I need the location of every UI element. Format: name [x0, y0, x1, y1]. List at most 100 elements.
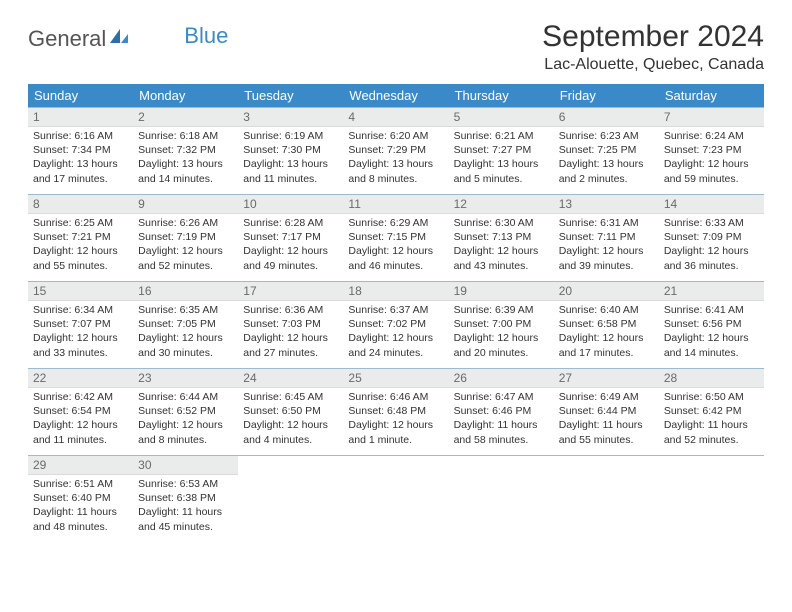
calendar-cell: 24Sunrise: 6:45 AMSunset: 6:50 PMDayligh… — [238, 369, 343, 456]
sunrise-line: Sunrise: 6:50 AM — [664, 390, 759, 404]
day-details: Sunrise: 6:20 AMSunset: 7:29 PMDaylight:… — [343, 127, 448, 190]
sunrise-line: Sunrise: 6:39 AM — [454, 303, 549, 317]
sunset-line: Sunset: 6:44 PM — [559, 404, 654, 418]
weekday-header: Friday — [554, 84, 659, 108]
day-details: Sunrise: 6:50 AMSunset: 6:42 PMDaylight:… — [659, 388, 764, 451]
sunset-line: Sunset: 7:13 PM — [454, 230, 549, 244]
calendar-cell: 6Sunrise: 6:23 AMSunset: 7:25 PMDaylight… — [554, 108, 659, 195]
daylight-line: Daylight: 11 hours and 52 minutes. — [664, 418, 759, 446]
sunset-line: Sunset: 7:17 PM — [243, 230, 338, 244]
sunset-line: Sunset: 6:50 PM — [243, 404, 338, 418]
day-number: 14 — [659, 195, 764, 214]
sunrise-line: Sunrise: 6:42 AM — [33, 390, 128, 404]
header: General Blue September 2024 Lac-Alouette… — [28, 20, 764, 74]
day-number: 23 — [133, 369, 238, 388]
day-number: 25 — [343, 369, 448, 388]
daylight-line: Daylight: 12 hours and 55 minutes. — [33, 244, 128, 272]
sunrise-line: Sunrise: 6:34 AM — [33, 303, 128, 317]
day-details: Sunrise: 6:36 AMSunset: 7:03 PMDaylight:… — [238, 301, 343, 364]
calendar-table: Sunday Monday Tuesday Wednesday Thursday… — [28, 84, 764, 542]
calendar-week-row: 8Sunrise: 6:25 AMSunset: 7:21 PMDaylight… — [28, 195, 764, 282]
daylight-line: Daylight: 11 hours and 45 minutes. — [138, 505, 233, 533]
day-details: Sunrise: 6:21 AMSunset: 7:27 PMDaylight:… — [449, 127, 554, 190]
sunrise-line: Sunrise: 6:36 AM — [243, 303, 338, 317]
sail-icon — [108, 25, 130, 51]
day-details: Sunrise: 6:31 AMSunset: 7:11 PMDaylight:… — [554, 214, 659, 277]
calendar-cell: 1Sunrise: 6:16 AMSunset: 7:34 PMDaylight… — [28, 108, 133, 195]
day-number: 15 — [28, 282, 133, 301]
daylight-line: Daylight: 13 hours and 5 minutes. — [454, 157, 549, 185]
sunrise-line: Sunrise: 6:18 AM — [138, 129, 233, 143]
page-title: September 2024 — [542, 20, 764, 54]
sunset-line: Sunset: 7:07 PM — [33, 317, 128, 331]
day-number: 3 — [238, 108, 343, 127]
day-number: 30 — [133, 456, 238, 475]
brand-word2: Blue — [184, 23, 228, 49]
day-number: 9 — [133, 195, 238, 214]
day-details: Sunrise: 6:53 AMSunset: 6:38 PMDaylight:… — [133, 475, 238, 538]
sunset-line: Sunset: 7:02 PM — [348, 317, 443, 331]
calendar-cell: 8Sunrise: 6:25 AMSunset: 7:21 PMDaylight… — [28, 195, 133, 282]
sunrise-line: Sunrise: 6:47 AM — [454, 390, 549, 404]
sunset-line: Sunset: 7:15 PM — [348, 230, 443, 244]
sunset-line: Sunset: 7:19 PM — [138, 230, 233, 244]
daylight-line: Daylight: 12 hours and 33 minutes. — [33, 331, 128, 359]
daylight-line: Daylight: 12 hours and 59 minutes. — [664, 157, 759, 185]
sunset-line: Sunset: 6:40 PM — [33, 491, 128, 505]
daylight-line: Daylight: 12 hours and 8 minutes. — [138, 418, 233, 446]
calendar-cell: 10Sunrise: 6:28 AMSunset: 7:17 PMDayligh… — [238, 195, 343, 282]
daylight-line: Daylight: 12 hours and 24 minutes. — [348, 331, 443, 359]
sunset-line: Sunset: 6:38 PM — [138, 491, 233, 505]
day-number: 4 — [343, 108, 448, 127]
sunrise-line: Sunrise: 6:45 AM — [243, 390, 338, 404]
daylight-line: Daylight: 11 hours and 58 minutes. — [454, 418, 549, 446]
daylight-line: Daylight: 12 hours and 27 minutes. — [243, 331, 338, 359]
weekday-header: Monday — [133, 84, 238, 108]
day-details: Sunrise: 6:29 AMSunset: 7:15 PMDaylight:… — [343, 214, 448, 277]
sunset-line: Sunset: 6:56 PM — [664, 317, 759, 331]
day-number: 18 — [343, 282, 448, 301]
calendar-cell: 25Sunrise: 6:46 AMSunset: 6:48 PMDayligh… — [343, 369, 448, 456]
day-details: Sunrise: 6:47 AMSunset: 6:46 PMDaylight:… — [449, 388, 554, 451]
calendar-cell: 30Sunrise: 6:53 AMSunset: 6:38 PMDayligh… — [133, 456, 238, 543]
sunrise-line: Sunrise: 6:44 AM — [138, 390, 233, 404]
sunset-line: Sunset: 7:32 PM — [138, 143, 233, 157]
calendar-cell: 28Sunrise: 6:50 AMSunset: 6:42 PMDayligh… — [659, 369, 764, 456]
day-number: 1 — [28, 108, 133, 127]
calendar-cell: 3Sunrise: 6:19 AMSunset: 7:30 PMDaylight… — [238, 108, 343, 195]
calendar-cell: 17Sunrise: 6:36 AMSunset: 7:03 PMDayligh… — [238, 282, 343, 369]
daylight-line: Daylight: 13 hours and 14 minutes. — [138, 157, 233, 185]
day-number: 20 — [554, 282, 659, 301]
location-text: Lac-Alouette, Quebec, Canada — [542, 56, 764, 74]
weekday-header-row: Sunday Monday Tuesday Wednesday Thursday… — [28, 84, 764, 108]
sunrise-line: Sunrise: 6:31 AM — [559, 216, 654, 230]
calendar-cell: 21Sunrise: 6:41 AMSunset: 6:56 PMDayligh… — [659, 282, 764, 369]
calendar-cell: 13Sunrise: 6:31 AMSunset: 7:11 PMDayligh… — [554, 195, 659, 282]
weekday-header: Wednesday — [343, 84, 448, 108]
sunset-line: Sunset: 7:09 PM — [664, 230, 759, 244]
sunset-line: Sunset: 7:27 PM — [454, 143, 549, 157]
day-number: 2 — [133, 108, 238, 127]
day-details: Sunrise: 6:25 AMSunset: 7:21 PMDaylight:… — [28, 214, 133, 277]
daylight-line: Daylight: 13 hours and 2 minutes. — [559, 157, 654, 185]
sunset-line: Sunset: 7:29 PM — [348, 143, 443, 157]
day-number: 27 — [554, 369, 659, 388]
sunrise-line: Sunrise: 6:30 AM — [454, 216, 549, 230]
day-number: 19 — [449, 282, 554, 301]
daylight-line: Daylight: 12 hours and 4 minutes. — [243, 418, 338, 446]
daylight-line: Daylight: 12 hours and 36 minutes. — [664, 244, 759, 272]
sunrise-line: Sunrise: 6:25 AM — [33, 216, 128, 230]
day-details: Sunrise: 6:35 AMSunset: 7:05 PMDaylight:… — [133, 301, 238, 364]
calendar-cell: 19Sunrise: 6:39 AMSunset: 7:00 PMDayligh… — [449, 282, 554, 369]
day-number: 7 — [659, 108, 764, 127]
sunset-line: Sunset: 7:25 PM — [559, 143, 654, 157]
sunrise-line: Sunrise: 6:19 AM — [243, 129, 338, 143]
calendar-cell: 15 Sunrise: 6:34 AMSunset: 7:07 PMDayligh… — [28, 282, 133, 369]
day-number: 6 — [554, 108, 659, 127]
daylight-line: Daylight: 12 hours and 52 minutes. — [138, 244, 233, 272]
calendar-cell: 16Sunrise: 6:35 AMSunset: 7:05 PMDayligh… — [133, 282, 238, 369]
day-details: Sunrise: 6:30 AMSunset: 7:13 PMDaylight:… — [449, 214, 554, 277]
day-details: Sunrise: 6:40 AMSunset: 6:58 PMDaylight:… — [554, 301, 659, 364]
sunset-line: Sunset: 7:21 PM — [33, 230, 128, 244]
sunrise-line: Sunrise: 6:28 AM — [243, 216, 338, 230]
